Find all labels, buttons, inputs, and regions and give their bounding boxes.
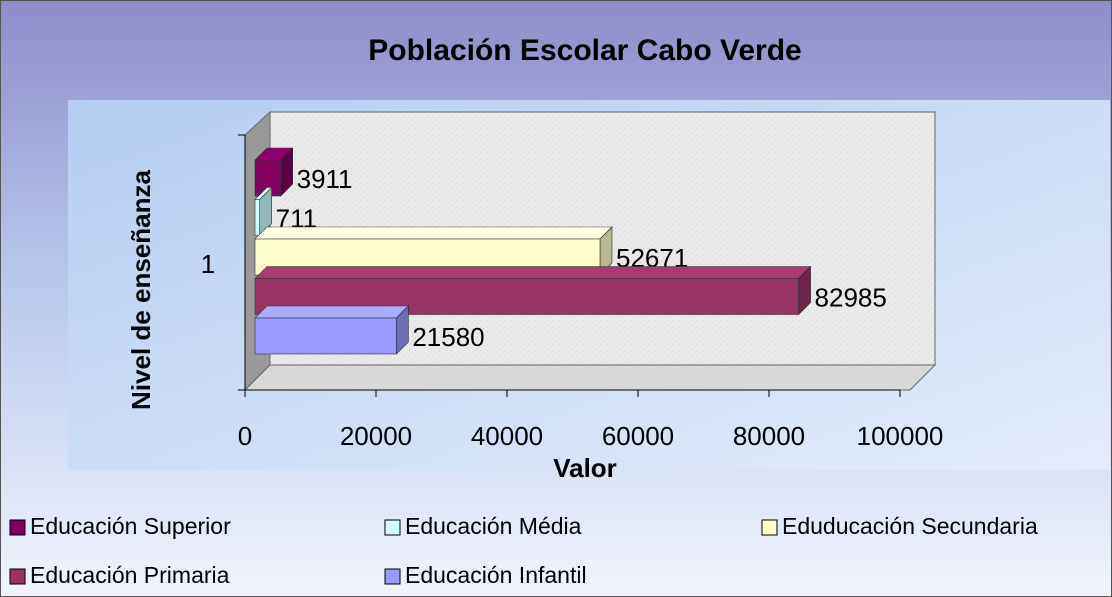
x-tick-label: 40000 — [471, 421, 543, 451]
legend-swatch — [9, 519, 26, 536]
legend-label: Eduducación Secundaria — [782, 513, 1038, 539]
bar — [254, 186, 273, 237]
bar-top — [254, 226, 613, 240]
x-tick-label: 100000 — [857, 421, 944, 451]
x-tick-label: 80000 — [733, 421, 805, 451]
legend-label: Educación Média — [405, 513, 582, 539]
legend-swatch — [384, 568, 401, 585]
x-tick-label: 60000 — [602, 421, 674, 451]
x-axis-label: Valor — [553, 453, 617, 483]
chart-title: Población Escolar Cabo Verde — [368, 34, 801, 67]
bar — [254, 265, 812, 316]
data-label: 82985 — [815, 282, 887, 312]
category-label: 1 — [201, 249, 215, 279]
x-tick-label: 0 — [238, 421, 252, 451]
bar — [254, 305, 410, 355]
bar — [254, 147, 294, 197]
legend-label: Educación Primaria — [30, 562, 230, 588]
legend-swatch — [9, 568, 26, 585]
bar-front — [254, 317, 397, 355]
y-axis-label: Nivel de enseñanza — [126, 170, 156, 410]
bar-front — [254, 199, 260, 236]
legend-label: Educación Superior — [30, 513, 231, 539]
x-tick-label: 20000 — [340, 421, 412, 451]
data-label: 3911 — [297, 164, 353, 194]
floor — [243, 364, 937, 391]
legend-swatch — [384, 519, 401, 536]
data-label: 21580 — [412, 322, 484, 352]
legend-swatch — [761, 519, 778, 536]
legend-label: Educación Infantil — [405, 562, 587, 588]
bar-top — [254, 266, 812, 279]
bar-top — [254, 305, 410, 319]
